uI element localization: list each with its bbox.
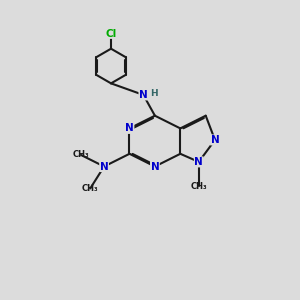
Text: N: N (194, 157, 203, 167)
Text: CH₃: CH₃ (190, 182, 207, 191)
Text: Cl: Cl (105, 29, 117, 39)
Text: N: N (151, 161, 159, 172)
Text: CH₃: CH₃ (73, 151, 89, 160)
Text: N: N (125, 123, 134, 134)
Text: N: N (100, 161, 109, 172)
Text: CH₃: CH₃ (82, 184, 98, 193)
Text: N: N (211, 135, 219, 145)
Text: H: H (150, 88, 158, 98)
Text: N: N (139, 90, 148, 100)
